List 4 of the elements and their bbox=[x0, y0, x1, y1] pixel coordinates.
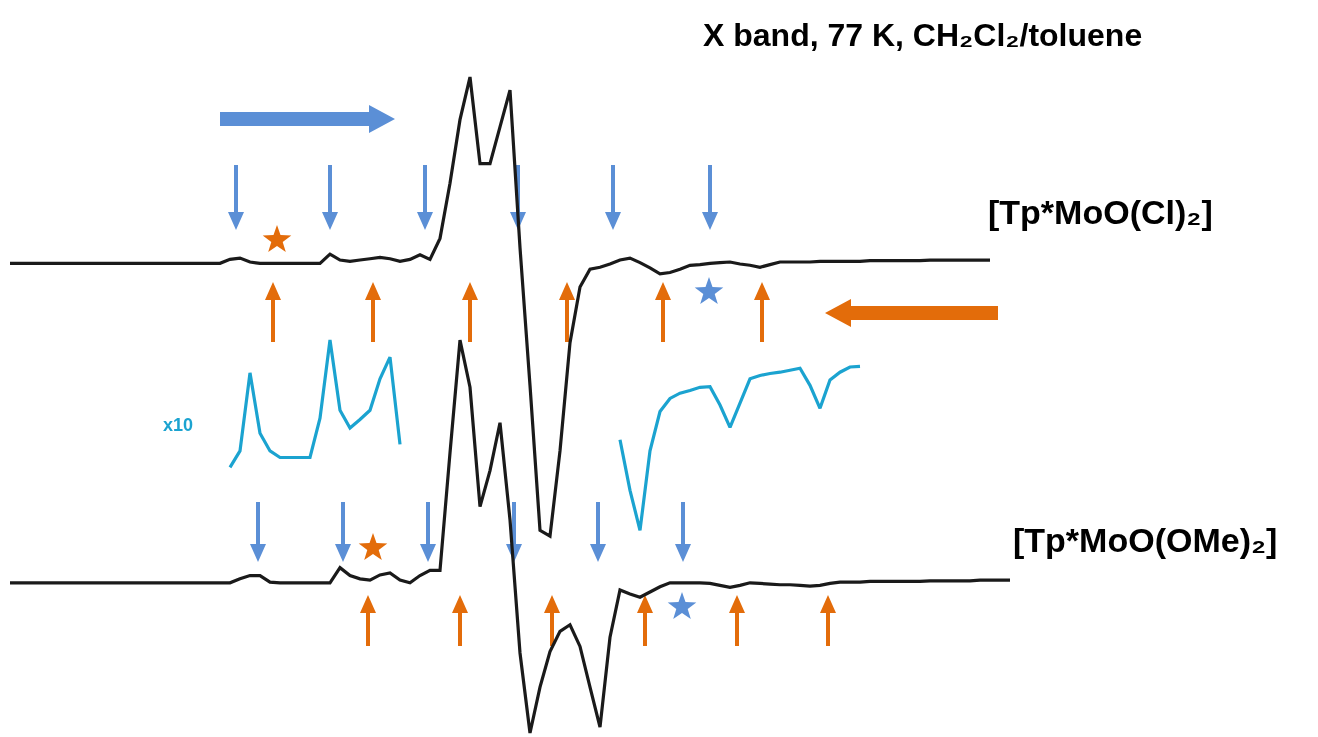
series-label: [Tp*MoO(Cl)₂] bbox=[988, 193, 1213, 231]
series-label: [Tp*MoO(OMe)₂] bbox=[1013, 521, 1278, 559]
text: x10 bbox=[163, 415, 194, 435]
chart-title: X band, 77 K, CH₂Cl₂/toluene bbox=[703, 17, 1143, 54]
